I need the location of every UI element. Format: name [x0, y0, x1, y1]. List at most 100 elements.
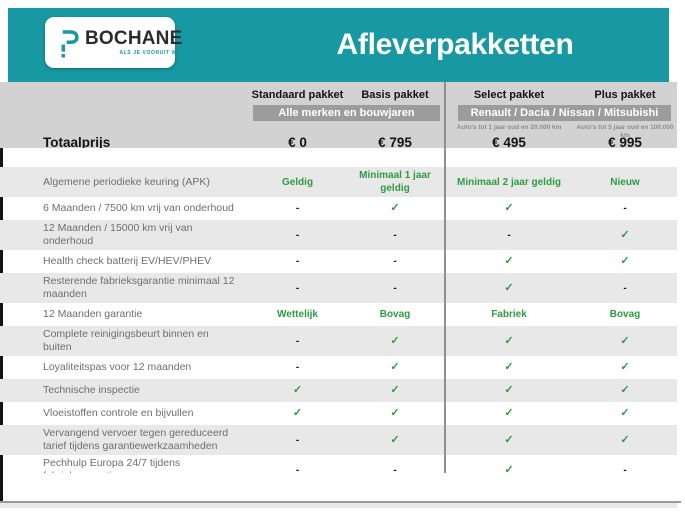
- table-bottom-area: [0, 473, 677, 501]
- row-label: Loyaliteitspas voor 12 maanden: [43, 361, 192, 373]
- badge-alle-merken: Alle merken en bouwjaren: [253, 105, 440, 121]
- group-badges: Alle merken en bouwjaren Renault / Dacia…: [0, 105, 677, 121]
- cell-basis: Minimaal 1 jaar geldig: [359, 170, 431, 194]
- table-bottom-border: [0, 501, 681, 503]
- cell-select: ✓: [504, 281, 514, 294]
- column-divider-line: [444, 82, 446, 501]
- cell-standaard: ✓: [292, 407, 303, 419]
- table-row: Complete reinigingsbeurt binnen en buite…: [0, 326, 677, 356]
- cell-plus: ✓: [620, 361, 630, 373]
- brand-name: BOCHANE: [85, 28, 183, 49]
- cell-plus: ✓: [620, 228, 630, 241]
- cell-plus: -: [623, 203, 627, 214]
- cell-standaard: -: [295, 229, 300, 241]
- price-select: € 495: [492, 135, 526, 150]
- row-label: Algemene periodieke keuring (APK): [43, 175, 210, 188]
- cell-plus: -: [623, 282, 627, 294]
- brand-tagline: ALS JE VOORUIT WIL: [119, 50, 183, 56]
- header-banner: BOCHANE ALS JE VOORUIT WIL Afleverpakket…: [8, 8, 669, 82]
- cell-basis: ✓: [390, 202, 400, 214]
- table-row: Technische inspectie ✓ ✓ ✓ ✓: [0, 379, 677, 402]
- note-plus-pakket: Auto's tot 5 jaar oud en 100.000 km: [576, 124, 674, 139]
- table-row: Health check batterij EV/HEV/PHEV - - ✓ …: [0, 250, 677, 273]
- price-standaard: € 0: [288, 135, 307, 150]
- cell-select: ✓: [504, 202, 514, 214]
- row-label: Resterende fabrieksgarantie minimaal 12 …: [43, 275, 235, 300]
- page-title: Afleverpakketten: [336, 28, 574, 61]
- table-body: Algemene periodieke keuring (APK) Geldig…: [0, 167, 677, 508]
- cell-select: ✓: [504, 433, 514, 446]
- cell-basis: -: [393, 256, 397, 267]
- row-label: Vervangend vervoer tegen gereduceerd tar…: [43, 427, 229, 452]
- column-notes: Auto's tot 1 jaar oud en 20.000 km Auto'…: [0, 124, 677, 139]
- cell-plus: ✓: [620, 384, 630, 396]
- total-price-label: Totaalprijs: [43, 135, 111, 150]
- table-row: Vloeistoffen controle en bijvullen ✓ ✓ ✓…: [0, 402, 677, 425]
- cell-standaard: ✓: [292, 384, 303, 396]
- bochane-logo-icon: [61, 29, 79, 58]
- cell-basis: -: [393, 464, 397, 476]
- cell-select: ✓: [504, 463, 514, 476]
- row-label: Technische inspectie: [43, 384, 140, 396]
- cell-standaard: -: [295, 335, 300, 347]
- badge-merken-renault-dacia: Renault / Dacia / Nissan / Mitsubishi: [458, 105, 671, 121]
- cell-select: ✓: [504, 334, 514, 347]
- cell-select: ✓: [504, 255, 514, 267]
- cell-select: Fabriek: [491, 309, 527, 320]
- column-header-basis: Basis pakket: [361, 89, 429, 101]
- cell-select: -: [507, 229, 511, 241]
- cell-basis: ✓: [390, 407, 400, 419]
- cell-standaard: Geldig: [281, 176, 314, 188]
- cell-basis: Bovag: [379, 309, 411, 320]
- row-label: 6 Maanden / 7500 km vrij van onderhoud: [43, 202, 234, 214]
- row-label: Vloeistoffen controle en bijvullen: [43, 407, 194, 419]
- cell-select: ✓: [504, 384, 514, 396]
- table-row: Resterende fabrieksgarantie minimaal 12 …: [0, 273, 677, 303]
- table-row: Algemene periodieke keuring (APK) Geldig…: [0, 167, 677, 197]
- cell-select: ✓: [504, 361, 514, 373]
- cell-basis: ✓: [390, 384, 400, 396]
- cell-standaard: -: [295, 362, 300, 373]
- column-header-standaard: Standaard pakket: [251, 89, 344, 101]
- price-plus: € 995: [608, 135, 642, 150]
- cell-standaard: -: [295, 256, 300, 267]
- row-label: 12 Maanden garantie: [43, 308, 143, 320]
- table-row: Loyaliteitspas voor 12 maanden - ✓ ✓ ✓: [0, 356, 677, 379]
- logo-text: BOCHANE ALS JE VOORUIT WIL: [85, 28, 183, 57]
- price-basis: € 795: [378, 135, 412, 150]
- cell-basis: -: [393, 229, 397, 241]
- cell-standaard: -: [295, 464, 300, 476]
- cell-plus: Nieuw: [610, 176, 640, 188]
- cell-plus: Bovag: [609, 309, 641, 320]
- table-row: Vervangend vervoer tegen gereduceerd tar…: [0, 425, 677, 455]
- price-row: Totaalprijs € 0 € 795 € 495 € 995: [0, 135, 677, 150]
- table-row: 12 Maanden garantie Wettelijk Bovag Fabr…: [0, 303, 677, 326]
- column-header-select: Select pakket: [473, 89, 545, 101]
- table-header-band: Standaard pakket Basis pakket Select pak…: [0, 82, 677, 150]
- row-label: Health check batterij EV/HEV/PHEV: [43, 255, 212, 267]
- cell-plus: ✓: [620, 407, 630, 419]
- cell-standaard: -: [295, 434, 300, 446]
- row-label: 12 Maanden / 15000 km vrij van onderhoud: [43, 222, 193, 247]
- cell-select: Minimaal 2 jaar geldig: [457, 176, 561, 188]
- bochane-logo: BOCHANE ALS JE VOORUIT WIL: [45, 17, 182, 68]
- header-gap-row: [0, 148, 677, 167]
- cell-plus: ✓: [620, 334, 630, 347]
- cell-standaard: -: [295, 203, 300, 214]
- cell-plus: ✓: [620, 255, 630, 267]
- cell-standaard: -: [295, 282, 300, 294]
- cell-plus: -: [623, 464, 627, 476]
- cell-standaard: Wettelijk: [277, 309, 318, 320]
- cell-select: ✓: [504, 407, 514, 419]
- column-header-plus: Plus pakket: [594, 89, 656, 101]
- cell-plus: ✓: [620, 433, 630, 446]
- cell-basis: ✓: [390, 334, 400, 347]
- table-row: 12 Maanden / 15000 km vrij van onderhoud…: [0, 220, 677, 250]
- cell-basis: -: [393, 282, 397, 294]
- row-label: Complete reinigingsbeurt binnen en buite…: [43, 328, 209, 353]
- table-row: 6 Maanden / 7500 km vrij van onderhoud -…: [0, 197, 677, 220]
- note-select-pakket: Auto's tot 1 jaar oud en 20.000 km: [456, 124, 562, 131]
- column-headers: Standaard pakket Basis pakket Select pak…: [0, 82, 677, 102]
- cell-basis: ✓: [390, 361, 400, 373]
